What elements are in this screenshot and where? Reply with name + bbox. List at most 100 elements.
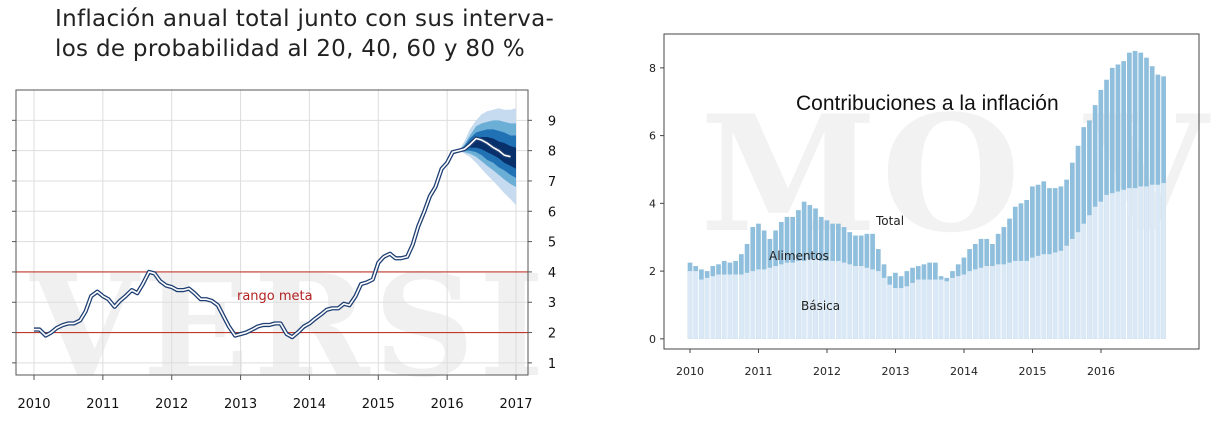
bar-basica <box>990 266 995 339</box>
bar-basica <box>790 262 796 339</box>
bar-basica <box>967 271 972 339</box>
bar-basica <box>1149 184 1155 339</box>
contributions-chart-panel: MO VE 201020112012201320142015201602468 … <box>640 0 1211 422</box>
y-tick-label: 1 <box>548 357 556 372</box>
bar-basica <box>893 288 898 339</box>
inflation-line-core <box>34 137 511 338</box>
x-tick-label: 2015 <box>1019 365 1047 378</box>
bar-basica <box>1069 238 1075 339</box>
x-tick-label: 2014 <box>950 365 978 378</box>
bar-basica <box>1012 260 1018 339</box>
probability-fan <box>458 108 516 206</box>
bar-basica <box>904 286 910 339</box>
bar-basica <box>796 260 801 339</box>
axes: 2010 2011 2012 2013 2014 2015 2016 0 2 4 6 8 <box>649 62 1115 378</box>
bar-basica <box>733 274 738 339</box>
chart-title: Contribuciones a la inflación <box>796 92 1059 115</box>
y-tick-label: 2 <box>548 327 556 342</box>
bar-basica <box>1098 201 1104 339</box>
bar-basica <box>761 269 767 339</box>
bar-basica <box>807 259 813 339</box>
inflation-line-outline <box>34 136 511 340</box>
bar-basica <box>1058 250 1064 339</box>
x-tick-label: 2015 <box>362 397 395 412</box>
y-tick-label: 7 <box>548 175 556 190</box>
bar-basica <box>727 274 733 339</box>
bar-basica <box>887 284 893 339</box>
bar-basica <box>824 260 830 339</box>
bar-basica <box>813 259 818 339</box>
bar-basica <box>773 266 778 339</box>
x-tick-label: 2010 <box>676 365 704 378</box>
bar-basica <box>784 262 790 339</box>
y-tick-label: 2 <box>649 265 656 278</box>
bar-basica <box>933 279 938 339</box>
bar-basica <box>716 274 721 339</box>
bar-basica <box>915 279 921 339</box>
bar-basica <box>710 276 716 339</box>
y-tick-label: 8 <box>548 145 556 160</box>
bar-basica <box>1052 252 1058 339</box>
bar-basica <box>687 271 693 339</box>
bar-basica <box>1001 264 1007 339</box>
bar-basica <box>750 271 756 339</box>
bar-basica <box>1064 245 1069 339</box>
bar-basica <box>693 271 699 339</box>
bar-basica <box>1030 257 1035 339</box>
inflation-line <box>34 136 511 340</box>
y-tick-label: 6 <box>548 205 556 220</box>
bar-basica <box>921 279 927 339</box>
x-tick-label: 2011 <box>745 365 773 378</box>
bar-basica <box>853 266 858 339</box>
bar-basica <box>818 260 824 339</box>
gridlines <box>16 90 528 375</box>
bar-basica <box>927 279 932 339</box>
label-total: Total <box>875 214 904 228</box>
bar-basica <box>756 269 761 339</box>
bar-basica <box>1018 260 1024 339</box>
bar-basica <box>739 274 744 339</box>
axes: 2010 2011 2012 2013 2014 2015 2016 2017 1 2 3 4 5 6 7 8… <box>12 114 556 412</box>
annotation-rango-meta: rango meta <box>237 289 313 304</box>
bar-basica <box>1024 260 1029 339</box>
bar-basica <box>1047 254 1052 339</box>
x-tick-label: 2013 <box>882 365 910 378</box>
x-tick-label: 2014 <box>293 397 326 412</box>
bar-basica <box>898 288 904 339</box>
plot-frame <box>15 89 529 376</box>
bar-basica <box>1109 193 1115 339</box>
chart-title: Inflación anual total junto con sus inte… <box>55 4 575 64</box>
bar-basica <box>955 276 961 339</box>
bar-basica <box>978 267 984 339</box>
y-tick-label: 9 <box>548 114 556 129</box>
bar-basica <box>841 262 847 339</box>
bar-basica <box>875 271 881 339</box>
bar-basica <box>767 267 773 339</box>
x-tick-label: 2013 <box>224 397 257 412</box>
bar-basica <box>721 274 727 339</box>
plot-frame <box>663 33 1200 350</box>
bar-basica <box>699 279 704 339</box>
bar-basica <box>881 277 887 339</box>
inflation-fan-chart: 2010 2011 2012 2013 2014 2015 2016 2017 1 2 3 4 5 6 7 8… <box>12 89 556 412</box>
x-tick-label: 2016 <box>431 397 464 412</box>
bar-basica <box>864 267 870 339</box>
bar-basica <box>984 266 990 339</box>
x-tick-label: 2011 <box>86 397 119 412</box>
fan-band-20 <box>458 136 516 169</box>
x-tick-label: 2017 <box>499 397 532 412</box>
bar-basica <box>704 277 710 339</box>
bar-basica <box>1155 184 1161 339</box>
bar-basica <box>1161 183 1166 339</box>
bar-basica <box>1087 215 1092 339</box>
bar-basica <box>744 272 750 339</box>
label-alimentos: Alimentos <box>769 249 829 263</box>
bar-basica <box>836 260 841 339</box>
fan-chart-panel: VERSI Inflación anual total junto con su… <box>0 0 580 422</box>
x-tick-label: 2010 <box>17 397 50 412</box>
target-range-lines <box>16 271 528 334</box>
bar-basica <box>1115 191 1121 339</box>
bar-basica <box>938 279 944 339</box>
y-tick-label: 4 <box>649 197 656 210</box>
x-tick-label: 2012 <box>813 365 841 378</box>
